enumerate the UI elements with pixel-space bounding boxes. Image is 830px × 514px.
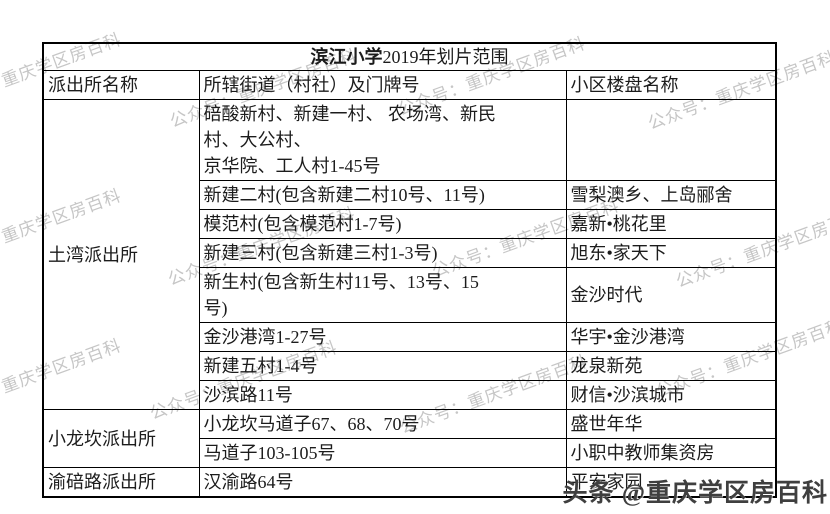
table-row: 渝碚路派出所 汉渝路64号 平安家园 bbox=[42, 467, 777, 498]
street-cell: 汉渝路64号 bbox=[198, 467, 567, 498]
table-row: 新建二村(包含新建二村10号、11号) 雪梨澳乡、上岛郦舍 bbox=[43, 180, 777, 210]
column-header-street: 所辖街道（村社）及门牌号 bbox=[198, 70, 567, 100]
title-row: 滨江小学2019年划片范围 bbox=[42, 42, 777, 71]
station-cell-yubeilu: 渝碚路派出所 bbox=[42, 467, 200, 498]
street-cell: 新建三村(包含新建三村1-3号) bbox=[198, 238, 567, 268]
estate-cell: 盛世年华 bbox=[565, 409, 777, 439]
page-title: 滨江小学2019年划片范围 bbox=[42, 42, 777, 71]
street-cell: 金沙港湾1-27号 bbox=[198, 322, 567, 352]
estate-cell: 财信•沙滨城市 bbox=[565, 380, 777, 410]
zoning-table: 滨江小学2019年划片范围 派出所名称 所辖街道（村社）及门牌号 小区楼盘名称 … bbox=[42, 42, 778, 498]
table-row: 新建三村(包含新建三村1-3号) 旭东•家天下 bbox=[43, 238, 777, 268]
table-row: 马道子103-105号 小职中教师集资房 bbox=[43, 438, 777, 468]
page-title-year: 2019年划片范围 bbox=[382, 46, 509, 67]
column-header-station: 派出所名称 bbox=[42, 70, 200, 100]
header-row: 派出所名称 所辖街道（村社）及门牌号 小区楼盘名称 bbox=[42, 70, 777, 100]
estate-cell: 平安家园 bbox=[565, 467, 777, 498]
estate-cell: 华宇•金沙港湾 bbox=[565, 322, 777, 352]
estate-cell: 小职中教师集资房 bbox=[565, 438, 777, 468]
table-row: 新建五村1-4号 龙泉新苑 bbox=[43, 351, 777, 381]
page-title-school: 滨江小学 bbox=[310, 46, 383, 67]
estate-cell: 金沙时代 bbox=[565, 267, 777, 323]
street-cell: 新生村(包含新生村11号、13号、15 号) bbox=[198, 267, 567, 323]
street-cell: 马道子103-105号 bbox=[198, 438, 567, 468]
street-cell: 新建五村1-4号 bbox=[198, 351, 567, 381]
estate-cell: 嘉新•桃花里 bbox=[565, 209, 777, 239]
estate-cell bbox=[565, 99, 777, 181]
street-cell: 沙滨路11号 bbox=[198, 380, 567, 410]
station-cell-xiaolongkan: 小龙坎派出所 bbox=[42, 409, 200, 468]
table-row: 土湾派出所 碚酸新村、新建一村、 农场湾、新民 村、大公村、 京华院、工人村1-… bbox=[42, 99, 777, 410]
street-cell: 模范村(包含模范村1-7号) bbox=[198, 209, 567, 239]
estate-cell: 龙泉新苑 bbox=[565, 351, 777, 381]
toutiao-logo: 头条 @重庆学区房百科 bbox=[562, 480, 828, 507]
estate-cell: 雪梨澳乡、上岛郦舍 bbox=[565, 180, 777, 210]
street-cell: 新建二村(包含新建二村10号、11号) bbox=[198, 180, 567, 210]
street-cell: 碚酸新村、新建一村、 农场湾、新民 村、大公村、 京华院、工人村1-45号 bbox=[198, 99, 567, 181]
table-row: 新生村(包含新生村11号、13号、15 号) 金沙时代 bbox=[43, 267, 777, 323]
estate-cell: 旭东•家天下 bbox=[565, 238, 777, 268]
table-row: 小龙坎派出所 小龙坎马道子67、68、70号 盛世年华 bbox=[42, 409, 777, 468]
column-header-estate: 小区楼盘名称 bbox=[565, 70, 777, 100]
station-cell-tuwan: 土湾派出所 bbox=[42, 99, 200, 410]
street-cell: 小龙坎马道子67、68、70号 bbox=[198, 409, 567, 439]
table-row: 模范村(包含模范村1-7号) 嘉新•桃花里 bbox=[43, 209, 777, 239]
